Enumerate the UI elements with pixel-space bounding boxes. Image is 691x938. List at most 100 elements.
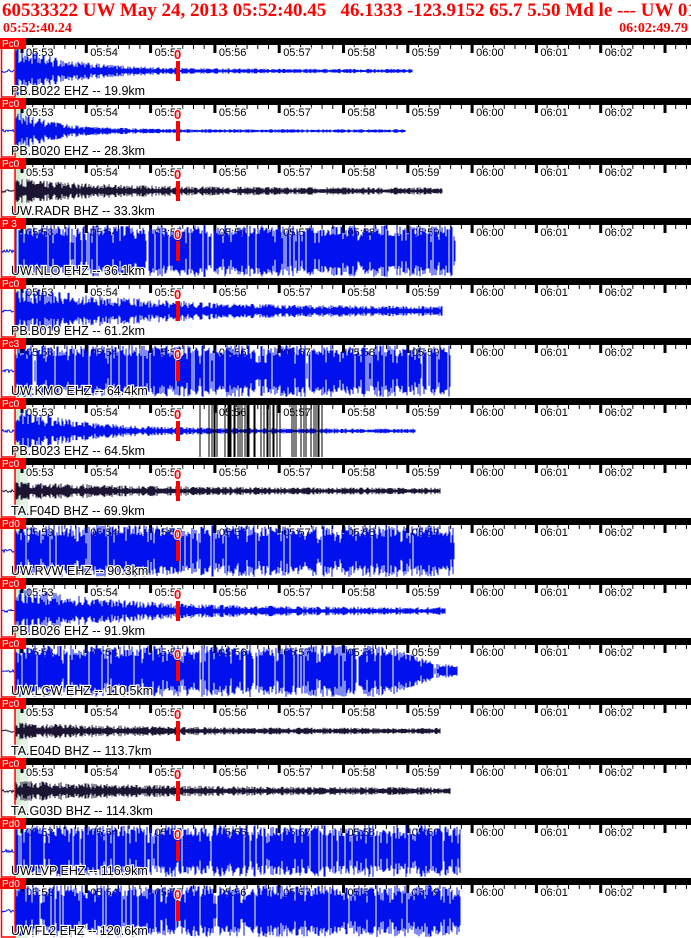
second-tick: [139, 45, 141, 49]
origin-marker[interactable]: [176, 481, 180, 501]
minute-tick: [149, 225, 153, 233]
origin-marker[interactable]: [176, 301, 180, 321]
trace-row[interactable]: 05:53 05:54 05:55 05:56 05:57 05:58 05:59 06:00…: [0, 818, 691, 878]
minute-tick: [213, 765, 217, 773]
trace-row[interactable]: 05:53 05:54 05:55 05:56 05:57 05:58 05:59 06:00…: [0, 38, 691, 98]
trace-row[interactable]: 05:53 05:54 05:55 05:56 05:57 05:58 05:59 06:00…: [0, 278, 691, 338]
second-tick: [632, 405, 634, 409]
trace-row[interactable]: 05:53 05:54 05:55 05:56 05:57 05:58 05:59 06:00…: [0, 578, 691, 638]
trace-row[interactable]: 05:53 05:54 05:55 05:56 05:57 05:58 05:59 06:00…: [0, 638, 691, 698]
trace-row[interactable]: 05:53 05:54 05:55 05:56 05:57 05:58 05:59 06:00…: [0, 518, 691, 578]
pick-flag-badge[interactable]: [0, 698, 26, 709]
second-tick: [460, 705, 462, 709]
trace-row[interactable]: 05:53 05:54 05:55 05:56 05:57 05:58 05:59 06:00…: [0, 458, 691, 518]
station-label[interactable]: UW.NLO EHZ -- 36.1km: [10, 263, 146, 278]
minute-tick: [470, 45, 474, 53]
pick-flag-badge[interactable]: [0, 38, 26, 49]
station-label[interactable]: UW.LCW EHZ -- 110.5km: [10, 683, 154, 698]
station-label[interactable]: PB.B020 EHZ -- 28.3km: [10, 143, 146, 158]
trace-row[interactable]: 05:53 05:54 05:55 05:56 05:57 05:58 05:59 06:00…: [0, 158, 691, 218]
pick-flag-badge[interactable]: [0, 158, 26, 169]
origin-marker-label: 0: [174, 827, 181, 842]
origin-marker[interactable]: [176, 661, 180, 681]
pick-flag-badge[interactable]: [0, 578, 26, 589]
minute-tick: [277, 585, 281, 593]
origin-marker[interactable]: [176, 841, 180, 861]
second-tick: [364, 765, 366, 769]
time-axis: [0, 638, 691, 645]
time-axis-label: 06:00: [476, 467, 504, 479]
station-label[interactable]: TA.G03D BHZ -- 114.3km: [10, 803, 154, 818]
station-label[interactable]: UW.RADR BHZ -- 33.3km: [10, 203, 156, 218]
waveform[interactable]: [14, 781, 451, 801]
station-label[interactable]: PB.B019 EHZ -- 61.2km: [10, 323, 146, 338]
origin-marker[interactable]: [176, 61, 180, 81]
second-tick: [525, 225, 527, 229]
station-label[interactable]: UW.KMO EHZ -- 64.4km: [10, 383, 149, 398]
origin-marker[interactable]: [176, 541, 180, 561]
origin-marker[interactable]: [176, 781, 180, 801]
second-tick: [182, 165, 184, 169]
second-tick: [203, 45, 205, 49]
trace-row[interactable]: 05:53 05:54 05:55 05:56 05:57 05:58 05:59 06:00…: [0, 758, 691, 818]
second-tick: [332, 105, 334, 109]
station-label[interactable]: TA.F04D BHZ -- 69.9km: [10, 503, 146, 518]
second-tick: [107, 345, 109, 349]
second-tick: [418, 825, 420, 829]
second-tick: [525, 345, 527, 349]
origin-marker[interactable]: [176, 361, 180, 381]
pick-flag-badge[interactable]: [0, 338, 26, 349]
pick-flag-badge[interactable]: [0, 98, 26, 109]
trace-row[interactable]: 05:53 05:54 05:55 05:56 05:57 05:58 05:59 06:00…: [0, 98, 691, 158]
station-label[interactable]: TA.E04D BHZ -- 113.7km: [10, 743, 153, 758]
pick-flag-badge[interactable]: [0, 758, 26, 769]
station-label[interactable]: UW.LVP EHZ -- 116.9km: [10, 863, 149, 878]
waveform[interactable]: [14, 482, 441, 500]
second-tick: [96, 345, 98, 349]
origin-marker[interactable]: [176, 721, 180, 741]
origin-marker[interactable]: [176, 241, 180, 261]
second-tick: [621, 285, 623, 289]
station-label[interactable]: UW.FL2 EHZ -- 120.6km: [10, 923, 149, 938]
second-tick: [439, 45, 441, 49]
time-axis-label: 05:54: [90, 707, 118, 719]
second-tick: [632, 585, 634, 589]
second-tick: [53, 765, 55, 769]
waveform[interactable]: [14, 722, 441, 740]
second-tick: [418, 345, 420, 349]
second-tick: [107, 465, 109, 469]
pick-flag-badge[interactable]: [0, 818, 26, 829]
time-axis-label: 06:01: [540, 527, 568, 539]
trace-row[interactable]: 05:53 05:54 05:55 05:56 05:57 05:58 05:59 06:00…: [0, 878, 691, 938]
station-label[interactable]: PB.B023 EHZ -- 64.5km: [10, 443, 146, 458]
second-tick: [257, 465, 259, 469]
second-tick: [310, 885, 312, 889]
trace-row[interactable]: 05:53 05:54 05:55 05:56 05:57 05:58 05:59 06:00…: [0, 698, 691, 758]
trace-row[interactable]: 05:53 05:54 05:55 05:56 05:57 05:58 05:59 06:00…: [0, 398, 691, 458]
pick-flag-badge[interactable]: [0, 878, 26, 889]
station-label[interactable]: PB.B022 EHZ -- 19.9km: [10, 83, 146, 98]
trace-row[interactable]: 05:53 05:54 05:55 05:56 05:57 05:58 05:59 06:00…: [0, 218, 691, 278]
second-tick: [493, 45, 495, 49]
pick-flag-badge[interactable]: [0, 458, 26, 469]
origin-marker[interactable]: [176, 901, 180, 921]
origin-marker[interactable]: [176, 181, 180, 201]
waveform[interactable]: [14, 179, 443, 203]
minute-tick: [213, 105, 217, 113]
trace-row[interactable]: 05:53 05:54 05:55 05:56 05:57 05:58 05:59 06:00…: [0, 338, 691, 398]
second-tick: [482, 525, 484, 529]
pick-flag-badge[interactable]: [0, 398, 26, 409]
origin-marker[interactable]: [176, 421, 180, 441]
pick-flag-badge[interactable]: [0, 278, 26, 289]
origin-marker[interactable]: [176, 601, 180, 621]
station-label[interactable]: UW.RVW EHZ -- 90.3km: [10, 563, 149, 578]
second-tick: [557, 645, 559, 649]
pick-flag-badge[interactable]: [0, 518, 26, 529]
pick-flag-badge[interactable]: [0, 638, 26, 649]
origin-marker[interactable]: [176, 121, 180, 141]
station-label[interactable]: PB.B026 EHZ -- 91.9km: [10, 623, 146, 638]
second-tick: [171, 765, 173, 769]
second-tick: [257, 165, 259, 169]
pick-flag-badge[interactable]: [0, 218, 26, 229]
second-tick: [503, 765, 505, 769]
